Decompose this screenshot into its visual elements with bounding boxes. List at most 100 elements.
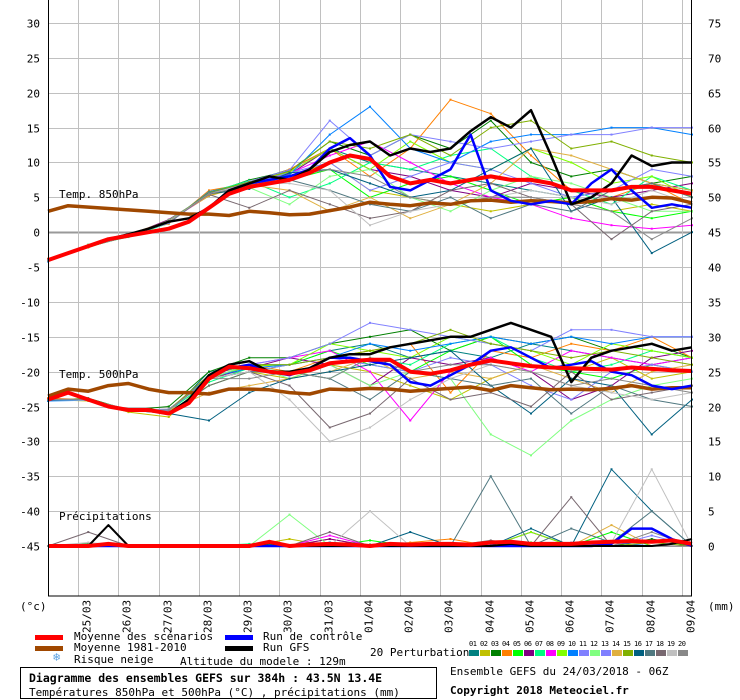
member-11-t850-line-point [328, 119, 331, 122]
label-precip: Précipitations [59, 510, 152, 523]
member-15-t500-line-point [570, 356, 573, 359]
member-20-t850-line-point [530, 196, 532, 199]
member-16-precip-line [48, 468, 693, 547]
perturbation-legend-swatch [612, 650, 622, 656]
x-tick-label: 03/04 [443, 600, 456, 633]
member-12-t850-line-point [530, 175, 532, 178]
member-04-t850-line-point [208, 189, 210, 192]
member-19-t500-line-point [328, 440, 331, 443]
member-11-t500-line-point [288, 356, 291, 359]
perturbation-legend-swatch [656, 650, 666, 656]
member-10-t850-line-point [489, 140, 492, 143]
member-02-t500-line-point [409, 384, 412, 387]
member-07-t850-line-point [369, 161, 371, 164]
member-13-t500-line-point [650, 363, 653, 366]
perturbation-legend-id: 18 [656, 640, 664, 648]
y-tick-label: 10 [27, 157, 40, 170]
member-03-t850-line-point [570, 175, 573, 178]
member-19-t850-line-point [369, 224, 371, 227]
perturbation-legend-id: 10 [568, 640, 576, 648]
member-20-t850-line-point [610, 210, 613, 213]
member-13-t850-line-point [409, 175, 412, 178]
y-tick-label: 25 [27, 53, 40, 66]
y-tick-label-right: 0 [708, 541, 715, 554]
member-18-t850-line-point [328, 203, 331, 206]
member-04-t500-line-point [449, 391, 452, 394]
member-10-t500-line-point [489, 335, 492, 338]
y-tick-label: -30 [20, 436, 40, 449]
y-tick-label: 0 [33, 227, 40, 240]
member-16-t500-line-point [288, 377, 291, 380]
member-15-t500-line-point [530, 349, 532, 352]
member-03-t850-line-point [530, 161, 532, 164]
member-10-t850-line-point [328, 133, 331, 136]
member-04-t850-line-point [530, 154, 532, 157]
perturbation-legend-swatch [579, 650, 589, 656]
member-03-precip-line-point [87, 542, 90, 545]
member-04-t850-line-point [449, 98, 452, 101]
member-11-t500-line-point [328, 342, 331, 345]
member-18-t500-line-point [208, 384, 210, 387]
copyright: Copyright 2018 Meteociel.fr [450, 684, 629, 697]
perturbation-legend-id: 12 [590, 640, 598, 648]
member-15-t500-line-point [650, 356, 653, 359]
member-12-precip-line-point [288, 513, 291, 516]
y-tick-label-right: 25 [708, 367, 721, 380]
member-08-t500-line-point [328, 349, 331, 352]
member-11-t850-line-point [288, 169, 291, 172]
member-18-t500-line-point [369, 412, 371, 415]
member-20-t850-line-point [328, 168, 331, 171]
member-03-t500-line-point [167, 405, 170, 408]
y-tick-label-right: 70 [708, 53, 721, 66]
member-19-precip-line-point [650, 468, 653, 471]
legend-swatch-clim [35, 646, 63, 651]
member-19-t850-line-point [530, 189, 532, 192]
member-10-t500-line-point [409, 349, 412, 352]
mean-500-line [47, 357, 693, 416]
member-17-precip-line-point [650, 510, 653, 513]
member-15-t850-line-point [449, 154, 452, 157]
member-16-t850-line-point [489, 168, 492, 171]
legend-swatch-gfs [225, 646, 253, 651]
member-18-t850-line-point [489, 182, 492, 185]
member-18-precip-line-point [570, 496, 573, 499]
member-19-t850-line-point [610, 203, 613, 206]
member-12-t500-line-point [489, 433, 492, 436]
y-tick-label-right: 75 [708, 18, 721, 31]
member-18-t500-line-point [328, 426, 331, 429]
y-tick-label-right: 5 [708, 506, 715, 519]
member-12-t850-line-point [570, 182, 573, 185]
member-14-t850-line-point [369, 196, 371, 199]
member-20-t850-line-point [489, 196, 492, 199]
plot-frame [48, 0, 692, 597]
legend-label-clim: Moyenne 1981-2010 [74, 641, 187, 654]
member-20-t850-line-point [369, 175, 371, 178]
perturbation-legend-id: 05 [513, 640, 521, 648]
member-15-t850-line-point [610, 140, 613, 143]
member-19-t850-line-point [570, 196, 573, 199]
member-15-t850-line-point [530, 119, 532, 122]
member-13-t500-line-point [570, 398, 573, 401]
member-04-precip-line-point [409, 541, 412, 544]
y-tick-label: -40 [20, 506, 40, 519]
member-17-precip-line-point [570, 527, 573, 530]
member-18-precip-line-point [328, 531, 331, 534]
x-tick-label: 07/04 [604, 600, 617, 633]
member-11-t850-line-point [489, 147, 492, 150]
member-19-t500-line-point [409, 398, 412, 401]
member-17-t500-line-point [489, 384, 492, 387]
member-16-precip-line-point [610, 468, 613, 471]
member-11-t500-line-point [369, 321, 371, 324]
perturbation-legend-id: 13 [601, 640, 609, 648]
member-14-t850-line-point [570, 154, 573, 157]
perturbation-legend-swatch [535, 650, 545, 656]
perturbation-legend-swatch [513, 650, 523, 656]
perturbation-legend-swatch [568, 650, 578, 656]
member-07-precip-line-point [248, 542, 251, 545]
member-09-t500-line-point [650, 349, 653, 352]
x-tick-label: 30/03 [282, 600, 295, 633]
perturbation-legend-id: 15 [623, 640, 631, 648]
member-16-t500-line-point [208, 419, 210, 422]
member-16-precip-line-point [409, 531, 412, 534]
member-11-t500-line-point [570, 328, 573, 331]
